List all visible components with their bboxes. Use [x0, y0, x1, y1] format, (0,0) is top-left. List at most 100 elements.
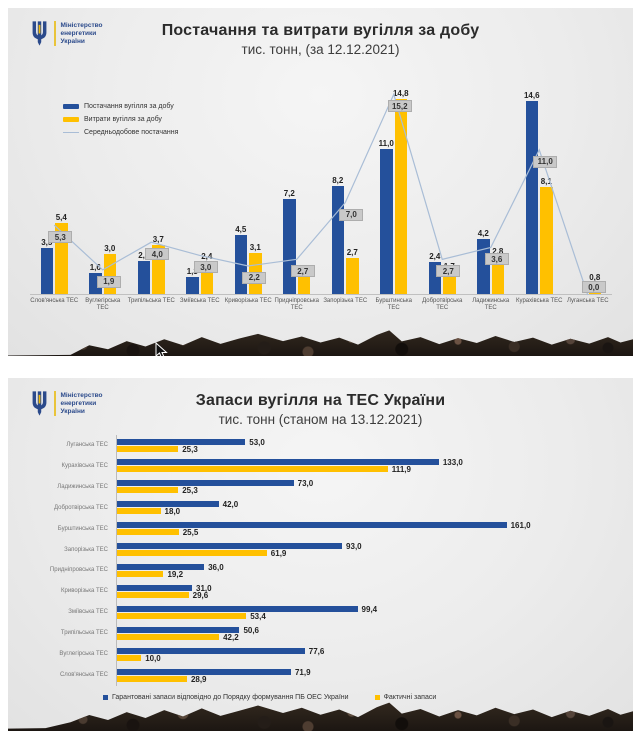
category-label: Слов'янська ТЕС: [30, 298, 79, 304]
chart2-value-axis-line: [116, 435, 117, 686]
coal-reserves-chart-plot: Луганська ТЕС 53,0 25,3 Курахівська ТЕС 133,…: [28, 435, 622, 686]
category-label: Трипільська ТЕС: [60, 630, 108, 637]
category-label: Криворізька ТЕС: [224, 298, 272, 304]
category-label: Запорізька ТЕС: [323, 298, 368, 304]
average-supply-line: [53, 92, 589, 296]
guaranteed-reserve-bar: [117, 543, 343, 550]
chart1-category-axis: Слов'янська ТЕС Вуглегірська ТЕС Трипільсь…: [30, 298, 612, 312]
gray-line-swatch: [63, 131, 79, 134]
supply-bar-value-label: 11,0: [378, 138, 394, 148]
consumption-bar-value-label: 2,7: [346, 248, 358, 258]
actual-reserve-bar: [117, 571, 164, 577]
ministry-name-line: енергетики: [60, 399, 97, 407]
actual-reserve-bar: [117, 654, 142, 661]
logo-divider: [54, 21, 56, 46]
guaranteed-reserve-bar: [117, 438, 246, 445]
trident-icon: [32, 391, 47, 416]
consumption-bar: [346, 258, 359, 294]
category-label: Зміївська ТЕС: [179, 298, 220, 304]
average-supply-value-label: 5,3: [48, 231, 73, 244]
actual-reserve-value-label: 29,6: [192, 590, 209, 600]
category-label: Вуглегірська ТЕС: [59, 651, 108, 658]
average-supply-value-label: 1,9: [96, 275, 121, 288]
consumption-bar-value-label: 8,1: [540, 177, 552, 187]
guaranteed-reserve-value-label: 53,0: [249, 437, 265, 447]
chart1-legend: Постачання вугілля за добу Витрати вугіл…: [63, 100, 178, 139]
supply-bar-value-label: 2,5: [138, 251, 150, 260]
guaranteed-reserve-bar: [117, 626, 240, 633]
legend-label: Витрати вугілля за добу: [84, 116, 162, 123]
consumption-bar-value-label: 2,8: [492, 247, 504, 257]
slide-daily-supply-consumption: Міністерство енергетики України Постачан…: [8, 8, 633, 356]
guaranteed-reserve-bar: [117, 668, 291, 675]
legend-label: Гарантовані запаси відповідно до Порядку…: [112, 694, 349, 701]
chart2-title: Запаси вугілля на ТЕС України: [195, 392, 446, 409]
chart1-subtitle: тис. тонн, (за 12.12.2021): [241, 42, 400, 57]
ministry-logo: Міністерство енергетики України: [30, 20, 103, 47]
category-label: Луганська ТЕС: [566, 298, 609, 304]
actual-reserve-bar: [117, 466, 388, 473]
average-supply-value-label: 0,0: [581, 281, 606, 293]
actual-reserve-value-label: 18,0: [164, 507, 181, 517]
chart2-legend: Гарантовані запаси відповідно до Порядку…: [103, 694, 436, 701]
actual-reserve-value-label: 19,2: [167, 570, 184, 579]
supply-bar-value-label: 8,2: [332, 175, 344, 185]
ministry-logo: Міністерство енергетики України: [30, 390, 103, 417]
average-supply-value-label: 3,6: [484, 253, 509, 266]
actual-reserve-bar: [117, 445, 179, 452]
average-supply-value-label: 4,0: [145, 248, 170, 261]
legend-label: Постачання вугілля за добу: [84, 103, 174, 110]
actual-reserve-value-label: 25,5: [182, 528, 199, 538]
category-label: Добротвірська ТЕС: [54, 504, 108, 511]
guaranteed-reserve-value-label: 77,6: [308, 646, 325, 656]
category-label: Бурштинська ТЕС: [375, 298, 413, 311]
category-label: Придніпровська ТЕС: [274, 298, 319, 311]
consumption-bar-value-label: 3,7: [152, 235, 164, 245]
mouse-cursor-icon: [155, 342, 168, 356]
consumption-bar: [394, 98, 408, 294]
category-label: Слов'янська ТЕС: [59, 672, 108, 679]
guaranteed-reserve-value-label: 71,9: [294, 667, 311, 677]
consumption-bar-value-label: 3,0: [104, 244, 116, 254]
actual-reserve-value-label: 42,2: [223, 632, 239, 642]
guaranteed-reserve-bar: [117, 480, 294, 487]
average-supply-value-label: 7,0: [339, 208, 364, 221]
category-label: Ладижинська ТЕС: [57, 483, 108, 490]
daily-supply-chart-plot: 3,55,41,63,02,53,71,32,44,53,17,21,38,22…: [30, 80, 612, 296]
chart1-title-block: Постачання та витрати вугілля за добу ти…: [8, 22, 633, 57]
category-label: Вуглегірська ТЕС: [85, 298, 121, 311]
chart1-title: Постачання та витрати вугілля за добу: [161, 22, 480, 39]
average-supply-value-label: 2,7: [436, 265, 461, 278]
guaranteed-reserve-bar: [117, 459, 439, 466]
supply-bar: [380, 148, 393, 294]
average-supply-value-label: 3,0: [193, 261, 218, 274]
ministry-name-line: Міністерство: [60, 21, 103, 29]
guaranteed-reserve-value-label: 93,0: [346, 542, 362, 552]
guaranteed-reserve-bar: [117, 501, 219, 508]
consumption-bar-value-label: 3,1: [249, 243, 261, 253]
ministry-name: Міністерство енергетики України: [61, 392, 103, 416]
guaranteed-reserve-value-label: 36,0: [208, 563, 224, 572]
category-label: Курахівська ТЕС: [516, 298, 563, 304]
legend-label: Середньодобове постачання: [84, 129, 179, 136]
consumption-bar-value-label: 0,8: [589, 273, 601, 283]
guaranteed-reserve-value-label: 31,0: [196, 583, 212, 593]
actual-reserve-bar: [117, 487, 179, 494]
ministry-name-line: України: [60, 407, 85, 415]
actual-reserve-value-label: 10,0: [145, 653, 161, 663]
category-label: Криворізька ТЕС: [61, 588, 108, 595]
category-label: Луганська ТЕС: [66, 441, 108, 448]
ministry-name-line: Міністерство: [60, 391, 103, 399]
supply-bar: [525, 101, 539, 294]
supply-bar-value-label: 3,5: [41, 237, 53, 247]
average-supply-value-label: 11,0: [533, 155, 558, 168]
consumption-bar-value-label: 5,4: [55, 212, 67, 222]
consumption-bar: [297, 276, 311, 294]
ministry-name-line: України: [60, 37, 85, 45]
category-label: Ладижинська ТЕС: [472, 298, 510, 311]
legend-item-guaranteed-reserves: Гарантовані запаси відповідно до Порядку…: [103, 694, 349, 701]
actual-reserve-bar: [117, 612, 247, 619]
guaranteed-reserve-bar: [117, 564, 205, 570]
chart2-subtitle: тис. тонн (станом на 13.12.2021): [218, 412, 423, 427]
guaranteed-reserve-value-label: 161,0: [510, 521, 531, 531]
